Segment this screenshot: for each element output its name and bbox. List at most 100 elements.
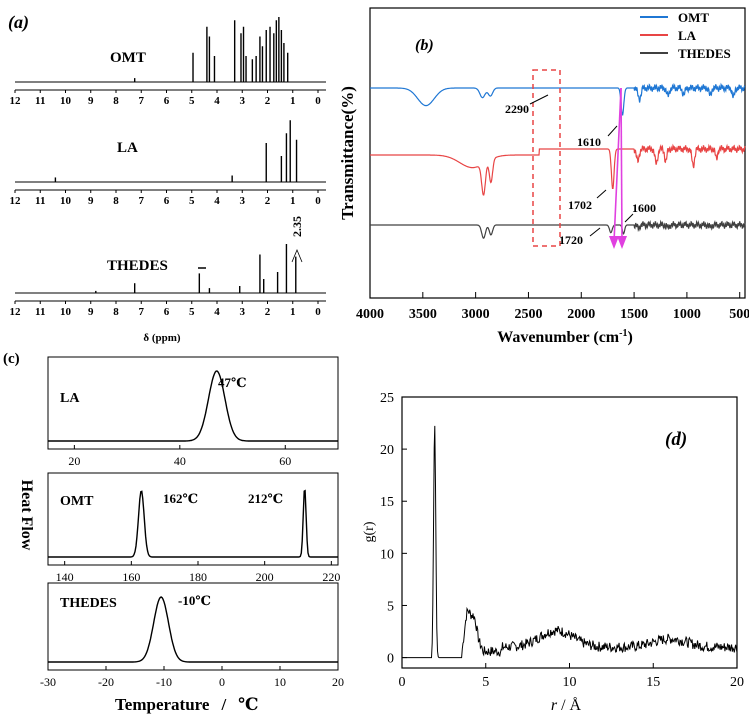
rdf-x-tick-label: 0 <box>399 675 406 690</box>
dsc-ylabel: Heat Flow <box>18 480 35 551</box>
nmr-tick-label: 4 <box>214 306 220 318</box>
ftir-tick-label: 4000 <box>356 307 384 322</box>
nmr-tick-label: 10 <box>60 306 72 318</box>
nmr-tick-label: 7 <box>139 306 145 318</box>
rdf-y-tick-label: 5 <box>387 599 394 614</box>
rdf-xlabel: r / Å <box>551 696 582 714</box>
legend-label-thedes: THEDES <box>678 46 731 61</box>
ftir-tick-label: 2000 <box>567 307 595 322</box>
nmr-tick-label: 3 <box>240 195 246 207</box>
dsc-frame <box>47 356 339 450</box>
dsc-frame <box>47 472 339 566</box>
dsc-subplot-thedes: -30 -20 -10 0 10 20 <box>40 582 344 689</box>
nmr-tick-label: 11 <box>35 195 45 207</box>
dsc-curve <box>48 489 338 558</box>
ftir-xlabel: Wavenumber (cm-1) <box>497 328 633 346</box>
dsc-subplot-omt: 140 160 180 200 220 <box>47 472 340 584</box>
dsc-frame <box>47 582 339 671</box>
dsc-xlabel: Temperature / ℃ <box>115 695 259 714</box>
nmr-tick-label: 2 <box>265 306 271 318</box>
nmr-tick-label: 8 <box>113 95 119 107</box>
panel-a-label: (a) <box>8 12 29 33</box>
nmr-tick-label: 3 <box>240 95 246 107</box>
rdf-axes: 0 5 10 15 20 0 5 10 15 20 25 <box>380 391 744 690</box>
ftir-annot-1610-arrow <box>607 125 618 137</box>
dsc-label-la: LA <box>60 391 80 406</box>
ftir-frame <box>369 7 746 299</box>
nmr-annotation-2-35: 2.35 <box>290 216 304 237</box>
ftir-annot-1600: 1600 <box>632 201 656 215</box>
nmr-label-omt: OMT <box>110 50 146 66</box>
rdf-y-tick-label: 25 <box>380 391 394 406</box>
rdf-y-tick-label: 20 <box>380 443 394 458</box>
nmr-tick-label: 0 <box>315 306 321 318</box>
panel-d-label: (d) <box>665 429 687 450</box>
legend-label-la: LA <box>678 28 697 43</box>
dsc-curve <box>48 370 338 442</box>
ftir-annot-1720: 1720 <box>559 233 583 247</box>
dsc-tick-label: 60 <box>279 454 291 468</box>
dsc-tick-label: -30 <box>40 675 56 689</box>
rdf-y-tick-label: 15 <box>380 495 394 510</box>
dsc-tick-label: 220 <box>322 570 340 584</box>
nmr-tick-label: 6 <box>164 306 170 318</box>
nmr-label-thedes: THEDES <box>107 258 168 274</box>
nmr-tick-label: 11 <box>35 306 45 318</box>
dsc-tick-label: 200 <box>256 570 274 584</box>
nmr-tick-label: 0 <box>315 195 321 207</box>
ftir-legend: OMT LA THEDES <box>640 10 731 61</box>
panel-b: (b) OMT LA THEDES 2290 1610 1702 1600 17… <box>338 7 749 346</box>
panel-a: (a) OMT LA THEDES 12 11 10 9 8 7 6 5 4 3 2 1 0 12 11 1… <box>8 12 326 344</box>
nmr-tick-label: 3 <box>240 306 246 318</box>
ftir-tick-label: 1000 <box>673 307 701 322</box>
rdf-curve <box>402 425 738 659</box>
nmr-tick-label: 12 <box>10 306 22 318</box>
ftir-annot-2290: 2290 <box>505 102 529 116</box>
nmr-spectrum-la: 12 11 10 9 8 7 6 5 4 3 2 1 0 <box>10 120 326 207</box>
ftir-curves <box>370 82 746 239</box>
nmr-tick-label: 7 <box>139 95 145 107</box>
nmr-tick-label: 5 <box>189 95 195 107</box>
ftir-tick-label: 2500 <box>514 307 542 322</box>
rdf-y-tick-label: 10 <box>380 547 394 562</box>
dsc-tick-label: 10 <box>274 675 286 689</box>
ftir-tick-label: 1500 <box>620 307 648 322</box>
legend-label-omt: OMT <box>678 10 709 25</box>
nmr-annotation-bracket <box>291 248 303 263</box>
nmr-tick-label: 4 <box>214 95 220 107</box>
panel-b-label: (b) <box>415 37 434 54</box>
rdf-x-tick-label: 5 <box>482 675 489 690</box>
dsc-peak-label-47: 47℃ <box>218 375 247 390</box>
nmr-tick-label: 9 <box>88 195 94 207</box>
nmr-tick-label: 4 <box>214 195 220 207</box>
rdf-x-tick-label: 20 <box>730 675 744 690</box>
ftir-ylabel: Transmittance(%) <box>338 86 357 220</box>
ftir-highlight-box <box>532 69 561 247</box>
rdf-x-tick-label: 10 <box>563 675 577 690</box>
nmr-tick-label: 8 <box>113 306 119 318</box>
nmr-tick-label: 2 <box>265 95 271 107</box>
ftir-curve-thedes <box>370 219 746 239</box>
nmr-tick-label: 5 <box>189 195 195 207</box>
ftir-annot-1702-arrow <box>596 189 607 199</box>
dsc-label-thedes: THEDES <box>60 596 117 611</box>
nmr-xlabel: δ (ppm) <box>143 332 181 344</box>
dsc-peak-label-212: 212℃ <box>248 491 283 506</box>
dsc-tick-label: -10 <box>156 675 172 689</box>
nmr-tick-label: 11 <box>35 95 45 107</box>
dsc-tick-label: 0 <box>219 675 225 689</box>
ftir-annot-2290-arrow <box>529 94 549 105</box>
panel-c-label: (c) <box>3 351 20 367</box>
panel-d: (d) 0 5 10 15 20 0 5 10 15 20 25 g(r) r / Å <box>362 391 744 714</box>
nmr-tick-label: 0 <box>315 95 321 107</box>
ftir-annot-1600-arrow <box>624 213 634 223</box>
nmr-tick-label: 9 <box>88 95 94 107</box>
nmr-tick-label: 9 <box>88 306 94 318</box>
nmr-spectrum-omt: 12 11 10 9 8 7 6 5 4 3 2 1 0 <box>10 17 326 107</box>
ftir-shift-arrows <box>609 87 627 249</box>
nmr-tick-label: 5 <box>189 306 195 318</box>
nmr-tick-label: 12 <box>10 195 22 207</box>
dsc-tick-label: 40 <box>174 454 186 468</box>
nmr-tick-label: 8 <box>113 195 119 207</box>
